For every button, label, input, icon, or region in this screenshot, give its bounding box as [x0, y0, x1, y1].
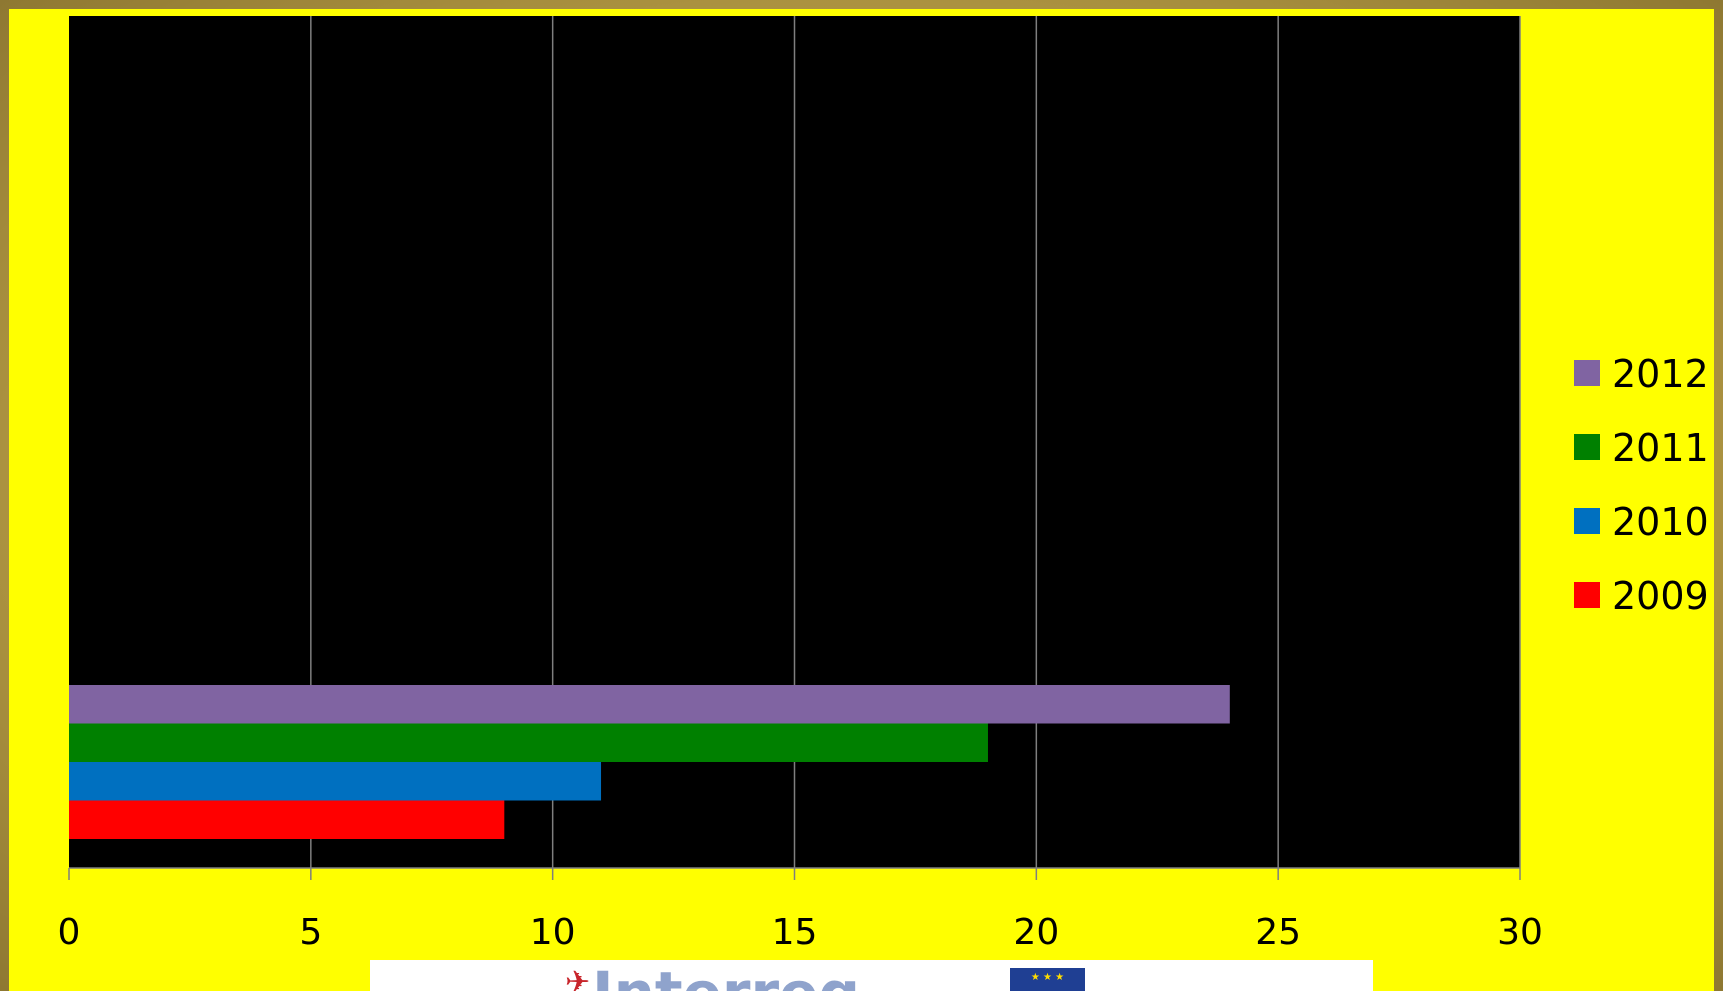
x-tick-label-0: 0 — [58, 912, 81, 953]
interreg-logo-text: Interreg — [592, 964, 860, 991]
legend-label-2012: 2012 — [1612, 352, 1709, 396]
legend-label-2009: 2009 — [1612, 574, 1709, 618]
legend: 2012 2011 2010 2009 — [1574, 352, 1709, 618]
x-tick-label-20: 20 — [1013, 912, 1059, 953]
x-tick-label-25: 25 — [1255, 912, 1301, 953]
legend-label-2010: 2010 — [1612, 500, 1709, 544]
footer-logo-strip: ✈ Interreg ★ ★ ★ — [370, 960, 1373, 991]
legend-swatch-2012 — [1574, 360, 1600, 386]
bar-2009 — [69, 800, 505, 839]
bars — [69, 685, 1230, 839]
bar-2012 — [69, 685, 1230, 724]
x-tick-label-10: 10 — [530, 912, 576, 953]
legend-swatch-2011 — [1574, 434, 1600, 460]
bar-2011 — [69, 723, 988, 762]
x-tick-label-5: 5 — [299, 912, 322, 953]
interreg-mark-icon: ✈ — [565, 965, 591, 991]
x-tick-label-15: 15 — [772, 912, 818, 953]
legend-label-2011: 2011 — [1612, 426, 1709, 470]
x-tick-label-30: 30 — [1497, 912, 1543, 953]
legend-swatch-2009 — [1574, 582, 1600, 608]
bar-2010 — [69, 762, 602, 801]
legend-swatch-2010 — [1574, 508, 1600, 534]
eu-flag-icon: ★ ★ ★ — [1010, 968, 1085, 991]
x-axis: 0 5 10 15 20 25 30 — [58, 867, 1543, 953]
